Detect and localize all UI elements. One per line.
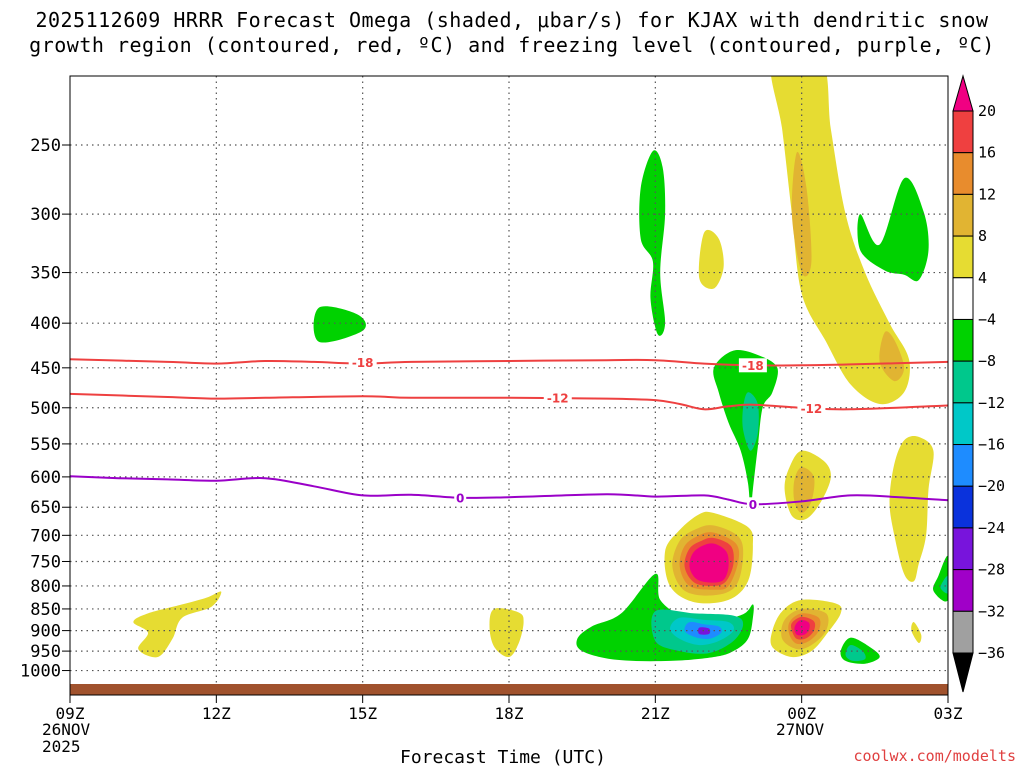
contour-label-bg [797, 401, 826, 416]
colorbar-bin [952, 193, 974, 237]
y-tick-label: 750 [30, 552, 61, 572]
colorbar-bin [952, 610, 974, 654]
y-tick-label: 900 [30, 622, 61, 642]
colorbar-label: 4 [978, 269, 987, 287]
omega-region-teal-small-lower-right [845, 645, 866, 662]
omega-region-green-at-400 [313, 306, 366, 343]
omega-region-yellow-small-upper [698, 229, 724, 289]
omega-region-magenta-lower-right [794, 619, 810, 636]
contour-label: -18 [742, 359, 764, 373]
contour-label: -12 [547, 391, 569, 405]
contour-freezing-level [69, 475, 949, 506]
colorbar-arrow-bottom [952, 652, 974, 693]
omega-region-purple-dot [698, 627, 711, 635]
omega-region-yellow-far-right-column [889, 436, 934, 582]
colorbar-label: 8 [978, 227, 987, 245]
y-tick-label: 650 [30, 498, 61, 518]
x-axis: 09Z 12Z 15Z 18Z 21Z 00Z 03Z [56, 695, 963, 723]
colorbar-label: −24 [978, 519, 1005, 537]
omega-region-green-upper-left [639, 150, 666, 336]
colorbar-bin [952, 152, 974, 195]
colorbar-bin [952, 360, 974, 404]
colorbar-arrow-top [952, 74, 974, 112]
x-tick-label: 21Z [641, 704, 670, 723]
omega-shaded-regions [133, 76, 948, 664]
start-day: 26NOV [42, 720, 91, 739]
colorbar-label: −32 [978, 602, 1005, 620]
colorbar-label: −16 [978, 436, 1005, 454]
omega-region-magenta-core [689, 543, 729, 583]
colorbar-label: −12 [978, 394, 1005, 412]
y-tick-label: 550 [30, 435, 61, 455]
y-tick-label: 850 [30, 600, 61, 620]
omega-region-teal-right-edge [940, 575, 948, 594]
y-tick-label: 350 [30, 264, 61, 284]
colorbar-bin [952, 277, 974, 320]
colorbar-bin [952, 569, 974, 612]
colorbar-bin [952, 402, 974, 446]
colorbar-label: 20 [978, 102, 996, 120]
colorbar-bin [952, 444, 974, 487]
contour-label-bg [746, 497, 759, 512]
contour-label-bg [543, 390, 572, 405]
x-tick-label: 15Z [348, 704, 377, 723]
y-tick-label: 950 [30, 642, 61, 662]
colorbar-label: −20 [978, 477, 1005, 495]
y-tick-label: 250 [30, 136, 61, 156]
omega-region-yellow-18Z-lower [489, 608, 524, 658]
colorbar-bin [952, 318, 974, 362]
y-axis: 2503003504004505005506006507007508008509… [20, 136, 70, 682]
omega-region-yellow-left-lower [133, 591, 222, 658]
colorbar-bin [952, 485, 974, 529]
contour-label: 0 [456, 491, 464, 505]
x-tick-label: 12Z [202, 704, 231, 723]
colorbar-label: 12 [978, 185, 996, 203]
start-year: 2025 [42, 737, 81, 756]
colorbar: 20 16 12 8 4 −4 −8 −12 −16 −20 −24 −28 −32 −36 [952, 74, 1005, 693]
omega-region-upper-yellow-band [771, 76, 910, 405]
y-tick-label: 500 [30, 399, 61, 419]
contour-label: -12 [801, 402, 823, 416]
x-tick-label: 00Z [787, 704, 816, 723]
omega-region-green-upper-right [857, 177, 929, 282]
contour-label-bg [454, 490, 467, 505]
x-tick-label: 09Z [56, 704, 85, 723]
contour-label: 0 [749, 498, 757, 512]
y-tick-label: 400 [30, 314, 61, 334]
y-tick-label: 600 [30, 468, 61, 488]
contour-labels: -18 -12 -18 -12 0 0 [348, 355, 826, 512]
ground-bar [70, 684, 948, 695]
colorbar-bin [952, 235, 974, 279]
contour--18-isotherm [69, 358, 949, 367]
colorbar-bin [952, 110, 974, 154]
temperature-contours [69, 358, 949, 506]
x-tick-label: 18Z [495, 704, 524, 723]
colorbar-label: 16 [978, 144, 996, 162]
chart-title-line2: growth region (contoured, red, ºC) and f… [29, 33, 995, 57]
colorbar-label: −28 [978, 561, 1005, 579]
contour--12-isotherm [69, 392, 949, 411]
y-tick-label: 700 [30, 526, 61, 546]
credit-link[interactable]: coolwx.com/modelts [853, 747, 1016, 765]
contour-label-bg [348, 355, 377, 370]
omega-region-mid-orange-patch [879, 331, 905, 382]
colorbar-label: −36 [978, 644, 1005, 662]
y-tick-label: 450 [30, 359, 61, 379]
x-tick-label: 03Z [934, 704, 963, 723]
omega-region-yellow-tiny-right [911, 622, 922, 644]
contour-label-bg [738, 358, 767, 373]
y-tick-label: 1000 [20, 662, 61, 682]
contour-label: -18 [352, 356, 374, 370]
start-date: 26NOV 2025 [42, 721, 90, 755]
y-tick-label: 800 [30, 577, 61, 597]
colorbar-bin [952, 527, 974, 571]
chart-title-line1: 2025112609 HRRR Forecast Omega (shaded, … [35, 8, 989, 32]
colorbar-label: −4 [978, 310, 996, 328]
y-tick-label: 300 [30, 205, 61, 225]
mid-date: 27NOV [776, 720, 825, 739]
x-axis-title: Forecast Time (UTC) [400, 747, 606, 768]
colorbar-label: −8 [978, 352, 996, 370]
omega-region-teal-column [742, 392, 759, 451]
